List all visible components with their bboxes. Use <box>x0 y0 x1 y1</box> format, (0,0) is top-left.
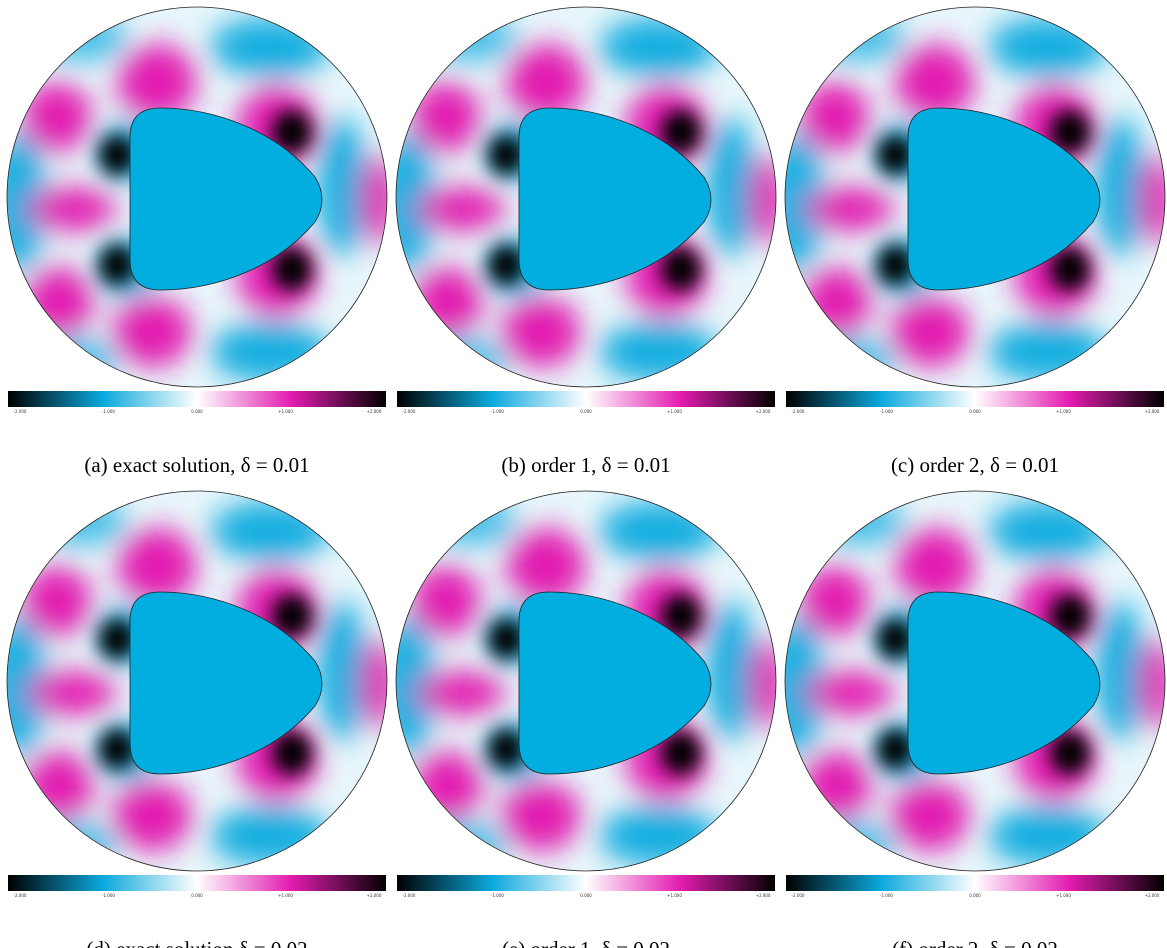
panel: -2.000 -1.000 0.000 +1.000 +2.000 (e) order 1… <box>376 481 786 948</box>
colorbar-tick-label: 0.000 <box>191 893 203 898</box>
caption: (f) order 2, δ = 0.02 <box>892 937 1058 948</box>
colorbar-tick-label: -2.000 <box>403 409 416 414</box>
colorbar-tick-label: +2.000 <box>1145 409 1160 414</box>
colorbar-tick-label: -2.000 <box>792 409 805 414</box>
field-plot <box>0 0 397 397</box>
field-plot <box>376 0 786 397</box>
colorbar-tick-label: +2.000 <box>756 893 771 898</box>
panel: -2.000 -1.000 0.000 +1.000 +2.000 (f) order 2… <box>765 481 1167 948</box>
colorbar <box>786 875 1164 891</box>
colorbar-tick-label: -1.000 <box>102 893 115 898</box>
colorbar-tick-label: 0.000 <box>969 409 981 414</box>
colorbar-tick-label: 0.000 <box>191 409 203 414</box>
caption: (b) order 1, δ = 0.01 <box>501 453 670 477</box>
panel: -2.000 -1.000 0.000 +1.000 +2.000 (c) order 2… <box>765 0 1167 477</box>
colorbar-tick-label: +2.000 <box>367 893 382 898</box>
colorbar <box>8 875 386 891</box>
colorbar-tick-label: -1.000 <box>491 893 504 898</box>
caption: (c) order 2, δ = 0.01 <box>891 453 1059 477</box>
colorbar-tick-label: -2.000 <box>14 409 27 414</box>
colorbar-tick-label: +1.000 <box>667 409 682 414</box>
colorbar-tick-label: -1.000 <box>880 893 893 898</box>
colorbar-tick-label: +2.000 <box>367 409 382 414</box>
colorbar <box>397 875 775 891</box>
colorbar-tick-label: +1.000 <box>1056 893 1071 898</box>
colorbar <box>8 391 386 407</box>
colorbar-tick-label: -2.000 <box>14 893 27 898</box>
caption: (d) exact solution δ = 0.02 <box>86 937 307 948</box>
colorbar-tick-label: +1.000 <box>1056 409 1071 414</box>
colorbar-tick-label: -2.000 <box>403 893 416 898</box>
colorbar-tick-label: +2.000 <box>1145 893 1160 898</box>
colorbar-tick-label: -2.000 <box>792 893 805 898</box>
colorbar-tick-label: 0.000 <box>580 409 592 414</box>
field-plot <box>0 481 397 881</box>
caption: (e) order 1, δ = 0.02 <box>502 937 670 948</box>
field-plot <box>765 0 1167 397</box>
panel: -2.000 -1.000 0.000 +1.000 +2.000 (d) exact s… <box>0 481 397 948</box>
colorbar-tick-label: -1.000 <box>102 409 115 414</box>
colorbar-tick-label: +1.000 <box>667 893 682 898</box>
colorbar <box>397 391 775 407</box>
colorbar-tick-label: -1.000 <box>880 409 893 414</box>
panel: -2.000 -1.000 0.000 +1.000 +2.000 (b) order 1… <box>376 0 786 477</box>
colorbar-tick-label: +1.000 <box>278 893 293 898</box>
field-plot <box>765 481 1167 881</box>
colorbar-tick-label: +2.000 <box>756 409 771 414</box>
panel: -2.000 -1.000 0.000 +1.000 +2.000 (a) exact s… <box>0 0 397 477</box>
colorbar <box>786 391 1164 407</box>
caption: (a) exact solution, δ = 0.01 <box>84 453 309 477</box>
field-plot <box>376 481 786 881</box>
colorbar-tick-label: 0.000 <box>580 893 592 898</box>
colorbar-tick-label: 0.000 <box>969 893 981 898</box>
colorbar-tick-label: +1.000 <box>278 409 293 414</box>
colorbar-tick-label: -1.000 <box>491 409 504 414</box>
